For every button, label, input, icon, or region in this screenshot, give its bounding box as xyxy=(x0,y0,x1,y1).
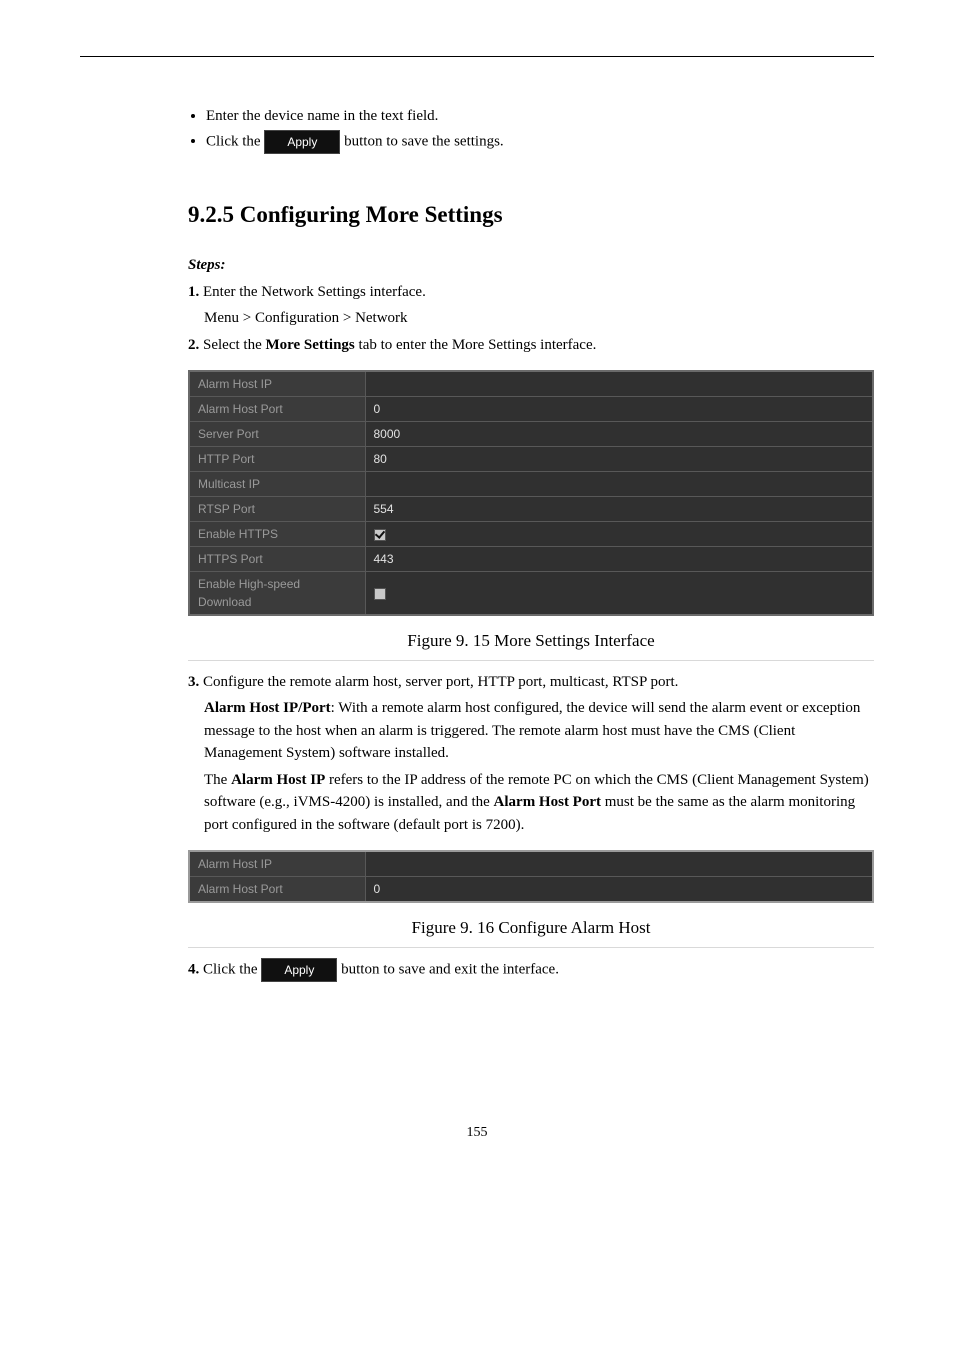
checkbox[interactable] xyxy=(374,529,386,541)
section-heading: 9.2.5 Configuring More Settings xyxy=(188,198,874,233)
settings-row: Multicast IP xyxy=(189,472,873,497)
bullet-list: Enter the device name in the text field.… xyxy=(188,105,874,154)
bullet-item: Enter the device name in the text field. xyxy=(206,105,874,128)
settings-label: Server Port xyxy=(189,422,365,447)
settings-value[interactable] xyxy=(365,371,873,397)
page: Enter the device name in the text field.… xyxy=(0,0,954,1203)
figure-caption: Figure 9. 16 Configure Alarm Host xyxy=(188,915,874,941)
settings-label: Alarm Host IP xyxy=(189,851,365,877)
settings-label: Alarm Host Port xyxy=(189,397,365,422)
settings-label: Multicast IP xyxy=(189,472,365,497)
settings-label: Enable High-speed Download xyxy=(189,572,365,616)
settings-row: Alarm Host IP xyxy=(189,371,873,397)
apply-button[interactable]: Apply xyxy=(264,130,340,154)
settings-value[interactable]: 0 xyxy=(365,877,873,903)
checkbox[interactable] xyxy=(374,588,386,600)
settings-label: HTTP Port xyxy=(189,447,365,472)
alarm-host-table: Alarm Host IPAlarm Host Port0 xyxy=(188,850,874,903)
settings-value[interactable]: 443 xyxy=(365,547,873,572)
settings-label: Enable HTTPS xyxy=(189,522,365,547)
settings-row: Alarm Host Port0 xyxy=(189,877,873,903)
step-3: 3. Configure the remote alarm host, serv… xyxy=(188,671,874,694)
body-content: Enter the device name in the text field.… xyxy=(80,105,874,982)
alarm-host-desc: Alarm Host IP/Port: With a remote alarm … xyxy=(204,697,874,765)
settings-row: Alarm Host Port0 xyxy=(189,397,873,422)
settings-label: Alarm Host IP xyxy=(189,371,365,397)
settings-value[interactable] xyxy=(365,472,873,497)
apply-button[interactable]: Apply xyxy=(261,958,337,982)
settings-value[interactable]: 8000 xyxy=(365,422,873,447)
settings-label: HTTPS Port xyxy=(189,547,365,572)
settings-value[interactable] xyxy=(365,851,873,877)
settings-value[interactable] xyxy=(365,572,873,616)
figure-more-settings: Alarm Host IPAlarm Host Port0Server Port… xyxy=(188,370,874,616)
step-1: 1. Enter the Network Settings interface. xyxy=(188,281,874,304)
divider xyxy=(188,947,874,948)
steps-label: Steps: xyxy=(188,254,874,277)
divider xyxy=(188,660,874,661)
step-4: 4. Click the Apply button to save and ex… xyxy=(188,958,874,982)
settings-value[interactable]: 554 xyxy=(365,497,873,522)
settings-value[interactable]: 0 xyxy=(365,397,873,422)
settings-row: Enable High-speed Download xyxy=(189,572,873,616)
more-settings-table: Alarm Host IPAlarm Host Port0Server Port… xyxy=(188,370,874,616)
header-rule xyxy=(80,56,874,57)
settings-row: Alarm Host IP xyxy=(189,851,873,877)
settings-label: Alarm Host Port xyxy=(189,877,365,903)
alarm-host-desc-2: The Alarm Host IP refers to the IP addre… xyxy=(204,769,874,837)
text: button to save the settings. xyxy=(344,133,504,149)
text: Click the xyxy=(206,133,264,149)
figure-caption: Figure 9. 15 More Settings Interface xyxy=(188,628,874,654)
bullet-item: Click the Apply button to save the setti… xyxy=(206,130,874,154)
settings-row: Server Port8000 xyxy=(189,422,873,447)
settings-row: HTTP Port80 xyxy=(189,447,873,472)
figure-alarm-host: Alarm Host IPAlarm Host Port0 xyxy=(188,850,874,903)
step-2: 2. Select the More Settings tab to enter… xyxy=(188,334,874,357)
settings-label: RTSP Port xyxy=(189,497,365,522)
settings-value[interactable] xyxy=(365,522,873,547)
page-number: 155 xyxy=(80,1122,874,1143)
settings-row: HTTPS Port443 xyxy=(189,547,873,572)
settings-row: RTSP Port554 xyxy=(189,497,873,522)
settings-value[interactable]: 80 xyxy=(365,447,873,472)
settings-row: Enable HTTPS xyxy=(189,522,873,547)
step-1-nav: Menu > Configuration > Network xyxy=(204,307,874,330)
